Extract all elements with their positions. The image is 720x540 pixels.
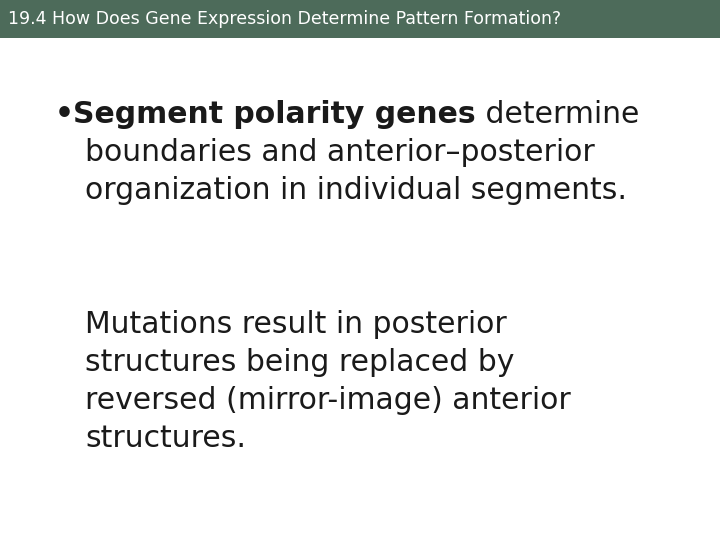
Text: organization in individual segments.: organization in individual segments. — [85, 176, 627, 205]
Text: •: • — [55, 100, 74, 129]
Text: determine: determine — [476, 100, 639, 129]
Text: structures.: structures. — [85, 424, 246, 453]
Text: Mutations result in posterior: Mutations result in posterior — [85, 310, 507, 339]
Text: boundaries and anterior–posterior: boundaries and anterior–posterior — [85, 138, 595, 167]
Text: Segment polarity genes: Segment polarity genes — [73, 100, 476, 129]
Text: structures being replaced by: structures being replaced by — [85, 348, 514, 377]
Text: 19.4 How Does Gene Expression Determine Pattern Formation?: 19.4 How Does Gene Expression Determine … — [8, 10, 561, 28]
Text: reversed (mirror-image) anterior: reversed (mirror-image) anterior — [85, 386, 571, 415]
Bar — [0, 0, 720, 38]
